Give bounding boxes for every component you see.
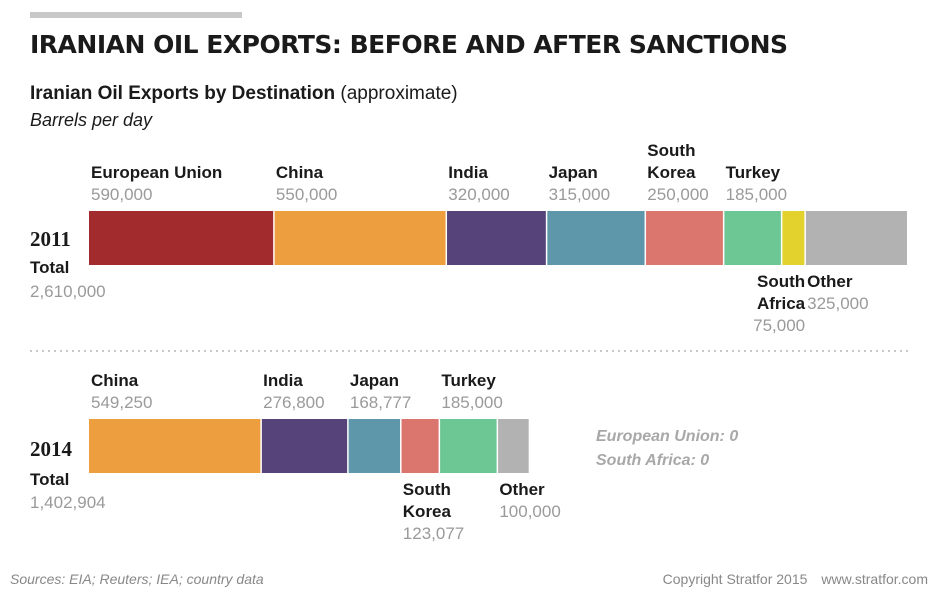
y2011-south-africa-bar — [781, 211, 806, 265]
y2011-european-union-value: 590,000 — [91, 185, 152, 204]
y2014-total-value: 1,402,904 — [30, 493, 106, 512]
y2011-japan-label-line: Japan — [549, 163, 598, 182]
chart-subtitle: Iranian Oil Exports by Destination (appr… — [30, 83, 458, 105]
website-link[interactable]: www.stratfor.com — [821, 571, 928, 587]
y2014-other-value: 100,000 — [499, 502, 560, 521]
y2014-other-label-line: Other — [499, 480, 545, 499]
y2014-india-bar — [261, 419, 348, 473]
y2014-japan-bar — [347, 419, 401, 473]
y2014-china-label-line: China — [91, 371, 139, 390]
y2014-china-bar — [89, 419, 262, 473]
footer-credits: Copyright Stratfor 2015 www.stratfor.com — [663, 571, 928, 587]
unit-label: Barrels per day — [30, 110, 153, 130]
y2011-turkey-bar — [723, 211, 782, 265]
y2011-japan-bar — [546, 211, 646, 265]
y2011-total-value: 2,610,000 — [30, 282, 106, 301]
y2011-other-bar — [805, 211, 907, 265]
y2011-turkey-label-line: Turkey — [726, 163, 781, 182]
y2011-other-value: 325,000 — [807, 294, 868, 313]
y2011-india-bar — [446, 211, 547, 265]
y2011-south-africa-label-line: South — [757, 272, 805, 291]
chart-subtitle-main: Iranian Oil Exports by Destination — [30, 83, 336, 104]
y2014-china-value: 549,250 — [91, 393, 152, 412]
y2011-india-value: 320,000 — [448, 185, 509, 204]
y2011-china-bar — [273, 211, 447, 265]
top-accent-rule — [30, 12, 242, 18]
y2014-japan-value: 168,777 — [350, 393, 411, 412]
y2011-turkey-value: 185,000 — [726, 185, 787, 204]
chart-subtitle-note: (approximate) — [340, 83, 458, 104]
y2011-south-africa-label-line: Africa — [757, 294, 806, 313]
y2011-european-union-label-line: European Union — [91, 163, 222, 182]
y2014-zero-entry: European Union: 0 — [596, 428, 738, 445]
y2011-south-korea-bar — [645, 211, 724, 265]
y2014-south-korea-value: 123,077 — [403, 524, 464, 543]
y2014-japan-label-line: Japan — [350, 371, 399, 390]
y2014-india-value: 276,800 — [263, 393, 324, 412]
y2011-total-label: Total — [30, 258, 69, 277]
y2011-other-label-line: Other — [807, 272, 853, 291]
y2011-china-label-line: China — [276, 163, 324, 182]
y2014-turkey-value: 185,000 — [441, 393, 502, 412]
y2011-european-union-bar — [89, 211, 274, 265]
stacked-bar-chart: European Union 590,000 China 550,000 India 32… — [30, 141, 908, 543]
y2011-south-korea-label-line: Korea — [647, 163, 696, 182]
y2014-zero-entry: South Africa: 0 — [596, 452, 709, 469]
y2011-south-korea-value: 250,000 — [647, 185, 708, 204]
y2011-china-value: 550,000 — [276, 185, 337, 204]
y2014-other-bar — [497, 419, 529, 473]
sources-note: Sources: EIA; Reuters; IEA; country data — [10, 571, 264, 587]
y2011-year-label: 2011 — [30, 227, 71, 251]
y2011-south-korea-label-line: South — [647, 141, 695, 160]
y2011-japan-value: 315,000 — [549, 185, 610, 204]
y2014-year-label: 2014 — [30, 437, 73, 461]
y2014-south-korea-label-line: Korea — [403, 502, 452, 521]
y2014-south-korea-bar — [400, 419, 440, 473]
y2014-india-label-line: India — [263, 371, 303, 390]
y2014-turkey-label-line: Turkey — [441, 371, 496, 390]
y2014-turkey-bar — [439, 419, 498, 473]
y2011-india-label-line: India — [448, 163, 488, 182]
y2014-total-label: Total — [30, 470, 69, 489]
y2011-south-africa-value: 75,000 — [753, 316, 805, 335]
copyright-text: Copyright Stratfor 2015 — [662, 571, 808, 587]
page-title: IRANIAN OIL EXPORTS: BEFORE AND AFTER SA… — [30, 30, 788, 59]
y2014-south-korea-label-line: South — [403, 480, 451, 499]
